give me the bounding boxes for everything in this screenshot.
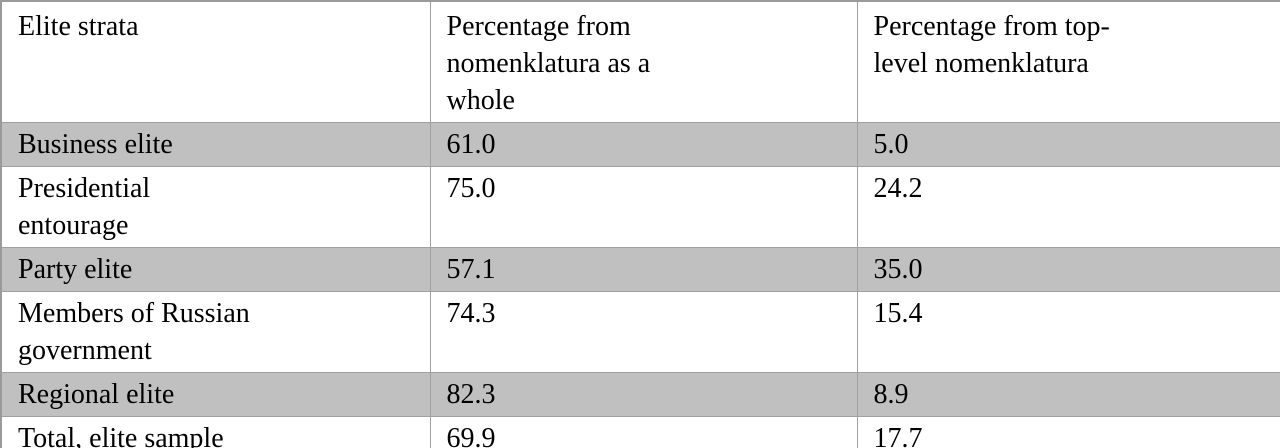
cell-pct-whole: 57.1 <box>429 247 858 292</box>
column-header-elite-strata: Elite strata <box>0 0 431 123</box>
cell-pct-top: 5.0 <box>856 122 1280 167</box>
table-header-row: Elite strata Percentage from nomenklatur… <box>0 0 1280 123</box>
cell-pct-whole: 74.3 <box>429 291 858 373</box>
table-row-presidential-entourage: Presidential entourage 75.0 24.2 <box>0 166 1280 248</box>
table-row-regional-elite: Regional elite 82.3 8.9 <box>0 372 1280 417</box>
cell-pct-whole: 82.3 <box>429 372 858 417</box>
column-header-pct-top-level-nomenklatura: Percentage from top- level nomenklatura <box>856 0 1280 123</box>
cell-pct-top: 15.4 <box>856 291 1280 373</box>
cell-strata: Presidential entourage <box>0 166 431 248</box>
cell-strata: Business elite <box>0 122 431 167</box>
cell-strata: Party elite <box>0 247 431 292</box>
cell-pct-whole: 61.0 <box>429 122 858 167</box>
column-header-pct-nomenklatura-whole: Percentage from nomenklatura as a whole <box>429 0 858 123</box>
cell-pct-top: 8.9 <box>856 372 1280 417</box>
table-row-business-elite: Business elite 61.0 5.0 <box>0 122 1280 167</box>
cell-pct-whole: 69.9 <box>429 416 858 448</box>
cell-pct-top: 35.0 <box>856 247 1280 292</box>
cell-strata: Members of Russian government <box>0 291 431 373</box>
cell-pct-whole: 75.0 <box>429 166 858 248</box>
cell-strata: Total, elite sample <box>0 416 431 448</box>
table-row-party-elite: Party elite 57.1 35.0 <box>0 247 1280 292</box>
table-row-total-elite-sample: Total, elite sample 69.9 17.7 <box>0 416 1280 448</box>
cell-strata: Regional elite <box>0 372 431 417</box>
table-row-members-russian-government: Members of Russian government 74.3 15.4 <box>0 291 1280 373</box>
cell-pct-top: 17.7 <box>856 416 1280 448</box>
cell-pct-top: 24.2 <box>856 166 1280 248</box>
